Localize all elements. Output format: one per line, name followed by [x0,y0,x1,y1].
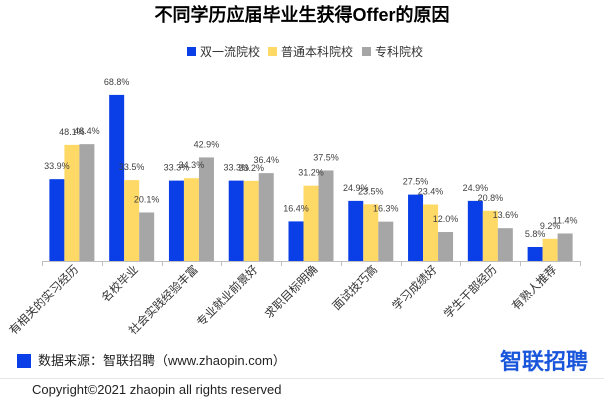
bar-s2-c0 [79,144,95,261]
data-label-s1-c2: 34.3% [179,160,205,170]
data-label-s2-c2: 42.9% [194,139,220,149]
data-label-s0-c5: 24.9% [343,183,369,193]
legend-label-regular-undergraduate: 普通本科院校 [281,44,353,59]
bar-chart: 双一流院校 普通本科院校 专科院校 33.9% 48.1%48.4% 有相关的实习经… [6,44,581,337]
bar-s0-c6 [408,194,424,261]
bar-s0-c1 [109,94,125,261]
bar-s0-c4 [288,221,304,261]
x-tick-label-6: 学习成绩好 [389,262,440,313]
data-label-s2-c1: 20.1% [134,194,160,204]
x-tick-label-1: 名校毕业 [99,262,141,304]
legend-swatch-regular-undergraduate [268,47,277,56]
legend-label-double-first-class: 双一流院校 [200,44,260,59]
data-label-s1-c0: 48.1% [59,127,85,137]
bar-s1-c0 [64,144,80,261]
data-label-s2-c0: 48.4% [74,126,100,136]
data-label-s2-c3: 36.4% [253,155,279,165]
legend-swatch-junior-college [362,47,371,56]
data-label-s1-c7: 20.8% [478,193,504,203]
legend-item-junior-college: 专科院校 [362,44,423,59]
data-label-s2-c5: 16.3% [373,204,399,214]
data-label-s0-c6: 27.5% [403,177,429,187]
bar-s2-c7 [497,228,513,261]
bar-s0-c5 [348,200,364,261]
data-label-s1-c8: 9.2% [540,221,561,231]
data-label-s0-c1: 68.8% [104,77,130,87]
source-marker-square [17,354,31,368]
data-label-s2-c8: 11.4% [553,215,578,225]
x-tick-label-4: 求职目标明确 [262,263,320,321]
bar-s1-c8 [542,238,558,261]
data-label-s0-c0: 33.9% [44,161,70,171]
bar-s1-c7 [482,210,498,261]
data-label-s0-c8: 5.8% [525,229,546,239]
bar-s2-c5 [378,221,394,261]
legend-swatch-double-first-class [187,47,196,56]
bar-s0-c3 [228,180,244,261]
data-label-s0-c2: 33.3% [164,163,190,173]
data-label-s2-c7: 13.6% [493,210,519,220]
data-label-s1-c5: 23.5% [358,186,384,196]
bar-s0-c7 [467,200,483,261]
x-tick-label-5: 面试技巧高 [329,262,380,313]
bars-layer [49,94,573,261]
bar-s2-c2 [198,157,214,261]
x-tick-label-0: 有相关的实习经历 [6,262,81,337]
data-label-s1-c1: 33.5% [119,162,145,172]
bar-s0-c8 [527,246,543,261]
legend: 双一流院校 普通本科院校 专科院校 [187,44,423,59]
bar-s2-c8 [557,233,573,261]
x-tick-label-3: 专业就业前景好 [194,262,261,329]
bar-s1-c5 [363,204,379,261]
bar-s0-c0 [49,179,65,261]
bar-s0-c2 [168,180,184,261]
chart-title: 不同学历应届毕业生获得Offer的原因 [154,5,450,25]
bar-s2-c1 [139,212,155,261]
copyright-text: Copyright©2021 zhaopin all rights reserv… [32,382,282,397]
zhaopin-logo: 智联招聘 [499,349,588,374]
legend-item-regular-undergraduate: 普通本科院校 [268,44,353,59]
data-label-s0-c7: 24.9% [463,183,489,193]
data-label-s0-c4: 16.4% [283,203,309,213]
data-label-s1-c3: 33.2% [238,163,264,173]
bar-s2-c6 [438,232,454,261]
bar-s1-c3 [243,180,259,261]
bar-s1-c2 [183,178,199,261]
data-label-s2-c4: 37.5% [313,152,339,162]
legend-item-double-first-class: 双一流院校 [187,44,260,59]
x-tick-label-8: 有熟人推荐 [509,262,560,313]
bar-s1-c1 [124,180,140,261]
x-tick-label-7: 学生干部经历 [441,262,500,321]
data-label-s0-c3: 33.3% [223,163,249,173]
data-label-s1-c4: 31.2% [298,168,324,178]
bar-s2-c3 [258,173,274,261]
data-label-s2-c6: 12.0% [433,214,459,224]
bar-s1-c4 [303,185,319,261]
data-label-s1-c6: 23.4% [418,187,444,197]
bar-s2-c4 [318,170,334,261]
footer-divider [0,378,604,379]
bar-s1-c6 [423,204,439,261]
data-source-text: 数据来源：智联招聘（www.zhaopin.com） [38,353,286,368]
legend-label-junior-college: 专科院校 [375,44,423,59]
axis-layer [42,261,581,266]
